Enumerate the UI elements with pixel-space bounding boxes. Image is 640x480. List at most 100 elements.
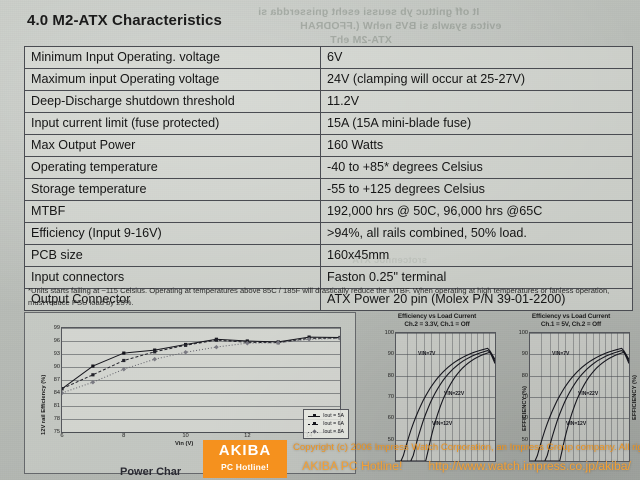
legend-label: Iout = 5A bbox=[323, 413, 344, 419]
curve-label: VIN=22V bbox=[444, 391, 465, 397]
table-row: Input connectors Faston 0.25" terminal bbox=[24, 266, 633, 289]
akiba-watermark: AKIBA PC Hotline! Copyright (c) 2006 Imp… bbox=[203, 440, 640, 478]
legend-label: Iout = 8A bbox=[323, 429, 344, 435]
data-point bbox=[153, 350, 157, 354]
chart-right-title-line2: Ch.1 = 5V, Ch.2 = Off bbox=[540, 321, 602, 328]
gridline-vertical bbox=[550, 333, 552, 461]
spec-key: Operating temperature bbox=[24, 156, 321, 179]
gridline-vertical bbox=[452, 333, 454, 461]
spec-value: Faston 0.25" terminal bbox=[320, 266, 633, 289]
y-axis-tick: 87 bbox=[53, 377, 60, 383]
y-axis-tick: 50 bbox=[387, 436, 394, 443]
legend-label: Iout = 6A bbox=[323, 421, 344, 427]
chart-mid-title-line2: Ch.2 = 3.3V, Ch.1 = Off bbox=[404, 321, 470, 328]
data-point bbox=[90, 379, 96, 385]
gridline bbox=[62, 354, 340, 355]
spec-value: 6V bbox=[320, 46, 633, 69]
gridline-vertical bbox=[579, 333, 581, 461]
spec-value: ATX Power 20 pin (Molex P/N 39-01-2200) bbox=[320, 288, 633, 311]
curve-label: VIN=12V bbox=[566, 421, 587, 427]
gridline bbox=[396, 439, 495, 441]
curve-label: VIN=7V bbox=[418, 351, 436, 357]
spec-value: >94%, all rails combined, 50% load. bbox=[320, 222, 633, 245]
gridline-vertical bbox=[407, 333, 409, 461]
gridline-vertical bbox=[471, 333, 473, 461]
copyright-text: Copyright (c) 2006 Impress Watch Corpora… bbox=[293, 442, 640, 453]
gridline-vertical bbox=[623, 333, 625, 461]
gridline-vertical bbox=[611, 333, 613, 461]
gridline-vertical bbox=[605, 333, 607, 461]
site-url: http://www.watch.impress.co.jp/akiba/ bbox=[428, 459, 631, 473]
gridline bbox=[530, 418, 629, 420]
y-axis-tick: 60 bbox=[521, 415, 528, 422]
legend-item: Iout = 8A bbox=[308, 428, 344, 436]
curve-label: VIN=7V bbox=[552, 351, 570, 357]
series-line bbox=[530, 347, 629, 461]
table-row: MTBF 192,000 hrs @ 50C, 96,000 hrs @65C bbox=[24, 200, 633, 223]
spec-key: Input connectors bbox=[24, 266, 321, 289]
y-axis-tick: 70 bbox=[521, 394, 528, 400]
gridline bbox=[62, 432, 340, 433]
gridline-vertical bbox=[477, 333, 479, 461]
series-line bbox=[396, 350, 495, 461]
akiba-logo-subtext: PC Hotline! bbox=[220, 462, 269, 472]
gridline-vertical bbox=[617, 333, 619, 461]
data-point bbox=[62, 390, 65, 396]
gridline bbox=[62, 393, 340, 394]
gridline bbox=[62, 406, 340, 407]
table-row: Output Connector ATX Power 20 pin (Molex … bbox=[24, 288, 633, 311]
table-row: PCB size 160x45mm bbox=[24, 244, 633, 267]
y-axis-tick: 78 bbox=[53, 416, 60, 422]
spec-key: Max Output Power bbox=[24, 134, 321, 157]
data-point bbox=[91, 364, 95, 368]
spec-key: MTBF bbox=[24, 200, 321, 223]
akiba-logo bbox=[203, 440, 287, 478]
data-point bbox=[214, 338, 218, 342]
table-row: Max Output Power 160 Watts bbox=[24, 134, 633, 157]
spec-value: 24V (clamping will occur at 25-27V) bbox=[320, 68, 633, 91]
legend-item: Iout = 6A bbox=[308, 420, 344, 428]
data-point bbox=[214, 344, 219, 350]
chart-mid-series-layer bbox=[396, 347, 495, 461]
y-axis-tick: 80 bbox=[521, 372, 528, 379]
data-point bbox=[62, 387, 64, 391]
spec-key: Deep-Discharge shutdown threshold bbox=[24, 90, 321, 113]
gridline-vertical bbox=[438, 333, 440, 461]
chart-efficiency-vs-load-ch1: Efficiency vs Load Current Ch.1 = 5V, Ch… bbox=[512, 313, 630, 463]
showthrough-text-line1: It off gnittuc yb seussi eseht gnisserdd… bbox=[258, 6, 480, 18]
chart-efficiency-vs-load-ch2: Efficiency vs Load Current Ch.2 = 3.3V, … bbox=[378, 313, 496, 463]
gridline bbox=[396, 354, 495, 356]
y-axis-tick: 81 bbox=[53, 403, 60, 409]
showthrough-text-line3: XTA-2M ehT bbox=[330, 34, 392, 46]
chart-mid-plot-area: 100 90 80 70 60 50 VIN=7V VIN=22V VIN=12V bbox=[385, 330, 496, 462]
y-axis-tick: 93 bbox=[53, 351, 60, 357]
spec-key: Maximum input Operating voltage bbox=[24, 68, 321, 91]
series-line bbox=[396, 351, 495, 461]
spec-value: 15A (15A mini-blade fuse) bbox=[320, 112, 633, 135]
x-axis-tick: 8 bbox=[122, 433, 126, 439]
legend-marker-icon bbox=[308, 429, 321, 435]
gridline-vertical bbox=[445, 333, 447, 461]
gridline bbox=[62, 328, 340, 329]
gridline-vertical bbox=[592, 333, 594, 461]
spec-key: Storage temperature bbox=[24, 178, 321, 201]
gridline-vertical bbox=[458, 333, 460, 461]
spec-value: 160 Watts bbox=[320, 134, 633, 157]
chart-left-ylabel: 12V rail Efficiency (%) bbox=[41, 374, 47, 435]
y-axis-tick: 100 bbox=[518, 330, 528, 336]
spec-key: Minimum Input Operating. voltage bbox=[24, 46, 321, 69]
gridline bbox=[62, 419, 340, 420]
gridline bbox=[530, 397, 629, 398]
data-point bbox=[245, 340, 250, 346]
table-row: Efficiency (Input 9-16V) >94%, all rails … bbox=[24, 222, 633, 245]
curve-label: VIN=12V bbox=[432, 421, 453, 427]
akiba-logo-text: AKIBA bbox=[218, 442, 272, 459]
spec-key: Efficiency (Input 9-16V) bbox=[24, 222, 321, 245]
gridline-vertical bbox=[541, 333, 543, 461]
spec-value: -40 to +85* degrees Celsius bbox=[320, 156, 633, 179]
chart-left-caption: Power Char bbox=[120, 466, 182, 478]
y-axis-tick: 90 bbox=[53, 364, 60, 370]
chart-right-series-layer bbox=[530, 347, 629, 461]
series-line bbox=[530, 351, 629, 461]
chart-left-legend: Iout = 5A Iout = 6A Iout = 8A bbox=[303, 409, 349, 439]
